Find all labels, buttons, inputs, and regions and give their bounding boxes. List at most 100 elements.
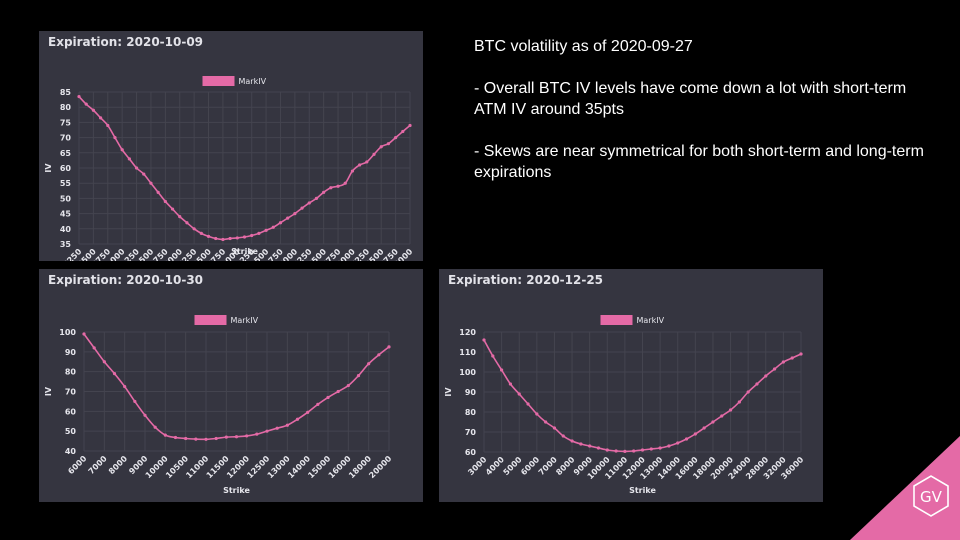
data-point [711, 420, 715, 424]
data-point [526, 402, 530, 406]
data-point [346, 383, 350, 388]
data-point [367, 362, 371, 366]
data-point [206, 234, 211, 238]
data-point [790, 356, 794, 360]
y-tick-label: 70 [465, 428, 477, 437]
commentary-text: BTC volatility as of 2020-09-27 - Overal… [474, 36, 934, 183]
data-point [326, 395, 330, 400]
data-point [82, 332, 86, 336]
data-point [306, 410, 310, 414]
y-tick-label: 35 [60, 240, 72, 249]
y-tick-label: 100 [59, 328, 76, 337]
chart-title: Expiration: 2020-12-25 [448, 273, 604, 287]
data-point [408, 123, 412, 128]
data-point [214, 436, 218, 441]
data-point [365, 160, 369, 164]
y-tick-label: 80 [65, 368, 77, 377]
hexagon-icon [913, 475, 949, 517]
y-tick-label: 85 [60, 88, 72, 97]
data-point [322, 190, 326, 194]
data-point [194, 437, 198, 441]
notes-bullet-skews: - Skews are near symmetrical for both sh… [474, 143, 924, 181]
y-tick-label: 55 [60, 179, 72, 188]
data-point [350, 169, 355, 173]
data-point [379, 145, 383, 149]
x-tick-label: 3000 [466, 455, 488, 477]
data-point [113, 136, 117, 140]
x-tick-label: 5000 [502, 455, 524, 477]
legend-label: MarkIV [637, 316, 665, 325]
data-point [234, 435, 239, 439]
y-tick-label: 50 [65, 427, 77, 436]
x-tick-label: 20000 [367, 454, 393, 480]
y-tick-label: 90 [65, 348, 77, 357]
series-line-markiv [83, 333, 390, 441]
data-point [702, 426, 706, 430]
x-axis-label: Strike [629, 486, 656, 495]
data-point [535, 412, 539, 416]
x-axis-label: Strike [223, 486, 250, 495]
data-point [127, 157, 131, 161]
data-point [517, 392, 521, 396]
y-tick-label: 70 [60, 134, 72, 143]
x-axis-label: Strike [231, 247, 258, 256]
data-point [482, 338, 486, 342]
data-point [561, 434, 565, 438]
data-point [265, 429, 269, 433]
y-tick-label: 40 [65, 447, 77, 456]
data-point [314, 196, 319, 200]
data-point [684, 437, 689, 441]
data-point [307, 201, 311, 205]
data-point [356, 374, 361, 378]
data-point [508, 382, 513, 386]
y-tick-label: 50 [60, 194, 72, 203]
data-point [134, 166, 139, 170]
data-point [106, 123, 110, 128]
data-point [755, 382, 759, 386]
data-point [84, 102, 88, 106]
data-point [336, 389, 340, 394]
data-point [192, 227, 196, 231]
data-point [386, 142, 391, 146]
data-point [133, 399, 137, 404]
y-axis-label: IV [44, 163, 53, 173]
data-point [632, 449, 636, 453]
data-point [143, 413, 147, 417]
y-tick-label: 80 [465, 408, 477, 417]
data-point [120, 148, 124, 152]
gv-logo: GV [850, 436, 960, 540]
data-point [224, 435, 228, 439]
data-point [676, 441, 680, 445]
x-tick-label: 6000 [66, 454, 88, 476]
data-point [255, 432, 259, 436]
data-point [91, 108, 95, 112]
data-point [401, 129, 405, 134]
data-point [728, 408, 733, 412]
data-point [358, 163, 362, 167]
x-tick-label: 8000 [554, 455, 576, 477]
notes-title: BTC volatility as of 2020-09-27 [474, 38, 693, 55]
iv-line-chart: 120 110 100 90 80 70 6030004000500060007000800… [444, 315, 806, 495]
legend-label: MarkIV [231, 316, 259, 325]
x-tick-label: 8000 [107, 454, 129, 476]
data-point [153, 425, 157, 429]
y-axis-label: IV [444, 387, 453, 397]
data-point [614, 449, 618, 453]
data-point [264, 228, 268, 232]
data-point [737, 400, 741, 404]
data-point [184, 436, 188, 441]
data-point [199, 231, 203, 235]
data-point [329, 186, 333, 190]
data-point [693, 432, 697, 436]
notes-bullet-iv-levels: - Overall BTC IV levels have come down a… [474, 80, 907, 118]
data-point [605, 448, 609, 452]
data-point [142, 172, 146, 176]
chart-title: Expiration: 2020-10-30 [48, 273, 204, 287]
data-point [570, 439, 574, 443]
data-point [596, 446, 601, 450]
data-point [764, 374, 768, 378]
data-point [579, 442, 583, 446]
data-point [552, 426, 557, 430]
data-point [394, 136, 398, 140]
y-tick-label: 65 [60, 149, 72, 158]
